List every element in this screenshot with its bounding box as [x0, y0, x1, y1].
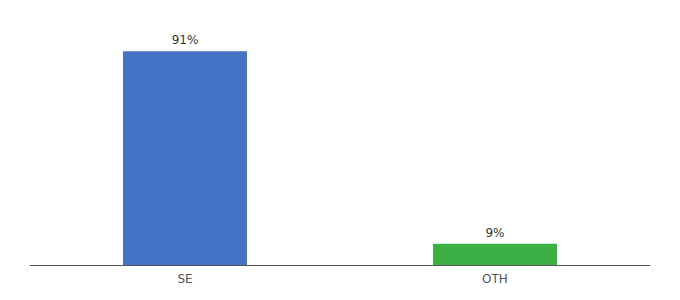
svg-text:9%: 9% [485, 226, 504, 240]
svg-text:OTH: OTH [482, 272, 508, 286]
svg-text:91%: 91% [172, 33, 199, 47]
svg-text:SE: SE [177, 272, 192, 286]
